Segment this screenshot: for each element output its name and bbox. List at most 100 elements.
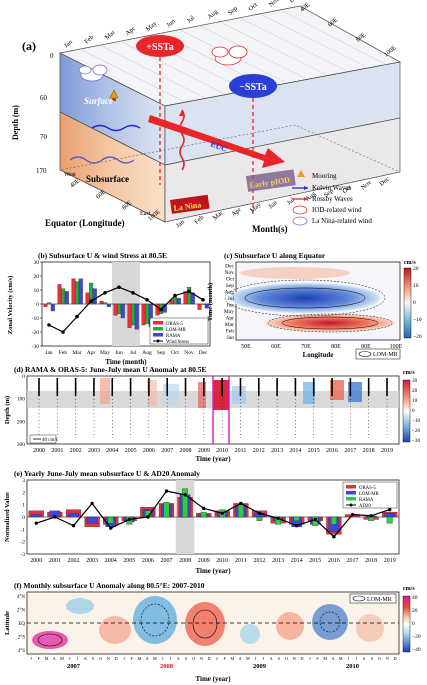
panel-f-field (32, 596, 384, 649)
bar (256, 516, 263, 521)
contour (244, 287, 366, 309)
y-tick-label: 10 (34, 288, 40, 294)
x-tick-label: Mar (72, 350, 81, 356)
bar (386, 516, 393, 524)
contour (267, 313, 393, 333)
bar (237, 504, 244, 518)
y-tick-label: Nov (225, 270, 235, 276)
bar (190, 292, 195, 305)
month-label: Apr (124, 25, 137, 37)
bar (31, 514, 42, 518)
month-tick-label: J (348, 656, 350, 661)
arrow-icon (179, 110, 185, 116)
month-axis-label: Month(s) (252, 224, 288, 234)
scale-box (29, 434, 57, 444)
y-tick-label: Jul (228, 296, 235, 302)
month-tick-label: F (38, 656, 41, 661)
anomaly-patch (147, 380, 157, 406)
ad20-point (183, 493, 187, 497)
x-tick-label: Jun (115, 350, 123, 356)
west-label: West (64, 172, 76, 178)
anomaly-patch (198, 382, 206, 408)
month-label: Jan (175, 218, 187, 229)
panel-c-xlabel: Longitude (303, 351, 334, 359)
y-tick-label: -2 (20, 540, 25, 546)
contour (140, 603, 170, 637)
panel-c-field (224, 267, 395, 333)
anomaly-patch (276, 612, 304, 640)
bar (68, 513, 79, 518)
month-tick-label: D (393, 656, 396, 661)
y-tick-label: Apr (225, 315, 234, 321)
panel-b-ylabel: Zonal Velocity (cm/s) (7, 276, 14, 335)
contour (224, 279, 386, 317)
bar (201, 303, 206, 305)
panel-b-plot: 30 20 10 0 -10 -20 -30 Jan Feb Mar Apr May Jun Jul Aug… (32, 260, 210, 356)
contour-legend-icon (358, 351, 372, 357)
x-tick-label: 2011 (235, 448, 247, 454)
wind-stress-point (75, 314, 79, 319)
wind-stress-point (173, 293, 177, 298)
x-tick-label: 60E (271, 344, 281, 350)
month-label: Nov (268, 0, 282, 9)
euc-arrow (148, 115, 285, 168)
y-tick-label: -3 (20, 552, 25, 558)
bar (127, 303, 132, 328)
anomaly-patch (32, 631, 68, 649)
month-tick-label: M (230, 656, 234, 661)
colorbar-tick: −20 (412, 428, 421, 434)
month-tick-label: J (69, 656, 71, 661)
month-tick-label: J (309, 656, 311, 661)
month-tick-label: M (323, 656, 327, 661)
y-tick-label: Feb (226, 328, 235, 334)
panel-e-title: (e) Yearly June-July mean subsurface U &… (14, 469, 200, 478)
bar (57, 284, 62, 305)
panel-a: (a) Jan Feb Mar Apr May Jun Jul Aug Sep Oct Nov Dec… (11, 0, 402, 234)
x-tick-label: 70E (301, 344, 311, 350)
panel-f-title: (f) Monthly subsurface U Anomaly along 8… (14, 581, 205, 590)
anomaly-patch (100, 378, 110, 404)
month-tick-label: O (378, 656, 381, 661)
ad20-line (36, 490, 390, 538)
month-label: Jun (165, 17, 177, 29)
panel-d-colorbar (402, 379, 411, 443)
y-tick-label: Jun (226, 302, 234, 308)
anomaly-patch (99, 616, 131, 644)
bar (107, 516, 114, 524)
ad20-point (71, 523, 76, 528)
depth-tick: 70 (40, 133, 48, 141)
panel-d-xlabel: Time (year) (195, 455, 231, 463)
y-tick-label: 20 (34, 274, 40, 280)
month-tick-label: M (45, 656, 49, 661)
ad20-point (202, 506, 206, 511)
depth-tick: 170 (36, 167, 47, 175)
month-label: Dec (288, 0, 301, 4)
legend-label: LOM-MR (359, 492, 380, 497)
x-tick-label: 2015 (309, 558, 321, 564)
ad20-point (276, 516, 280, 520)
bar (197, 303, 202, 310)
legend-swatch (156, 339, 160, 343)
month-tick-label: M (339, 656, 343, 661)
month-label: Dec (378, 176, 391, 188)
anomaly-patch (232, 386, 246, 404)
bar (120, 303, 125, 319)
panel-d-scale: 40 cm/s (42, 438, 58, 443)
bar (145, 303, 150, 324)
ad20-point (369, 514, 373, 518)
month-tick-label: O (285, 656, 288, 661)
year-label: 2008 (160, 663, 174, 670)
x-tick-label: May (100, 350, 110, 356)
x-tick-label: 90E (361, 344, 371, 350)
colorbar-tick: 20 (412, 388, 418, 394)
panel-e-ylabel: Normalized Value (4, 492, 11, 542)
month-label: Aug (206, 8, 220, 21)
panel-c-colorbar-ticks: 20 10 0 −10 −20 (413, 266, 422, 340)
anomaly-patch (312, 604, 348, 640)
bar (43, 303, 48, 307)
panel-c-legend (355, 348, 401, 360)
kelvin-wave (91, 124, 141, 132)
anomaly-patch (303, 382, 315, 404)
month-tick-label: M (246, 656, 250, 661)
